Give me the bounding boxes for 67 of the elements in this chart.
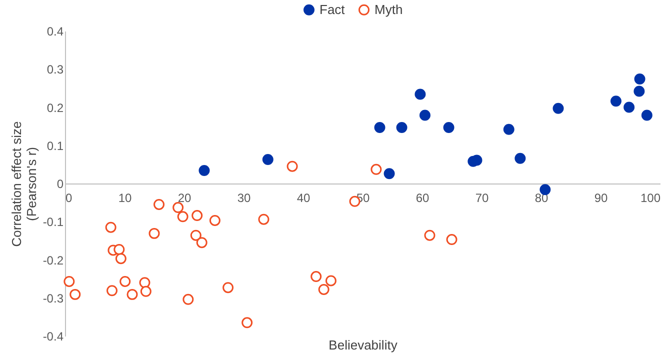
point [114, 244, 125, 255]
point [503, 124, 514, 135]
point [310, 271, 322, 282]
point [552, 102, 564, 114]
point [222, 282, 234, 294]
x-tick-label: 10 [118, 191, 132, 205]
point [384, 168, 395, 180]
point [140, 286, 152, 297]
point [641, 110, 652, 121]
point [370, 164, 382, 175]
point [192, 210, 203, 222]
point [209, 215, 220, 226]
y-tick-label: 0 [56, 177, 64, 191]
y-tick-label: 0.1 [46, 138, 64, 153]
point [172, 202, 184, 213]
point [106, 285, 118, 296]
point [446, 234, 458, 246]
point [70, 288, 81, 300]
point [148, 228, 160, 239]
point [154, 198, 165, 210]
y-tick-label: -0.2 [42, 253, 64, 268]
x-tick-label: 0 [66, 191, 72, 205]
x-tick-label: 70 [475, 191, 489, 205]
point [64, 276, 75, 287]
point [126, 288, 138, 300]
y-tick-label: 0.4 [46, 24, 64, 38]
point [514, 152, 526, 164]
point [634, 74, 646, 85]
y-tick-label: -0.1 [42, 215, 64, 230]
x-axis-title: Believability [328, 338, 398, 352]
x-tick-label: 40 [296, 191, 310, 205]
point [105, 222, 116, 233]
point [325, 275, 336, 286]
point [177, 211, 188, 222]
point [120, 276, 131, 287]
point [190, 230, 202, 241]
point [610, 96, 622, 107]
point [419, 110, 430, 121]
point [396, 122, 408, 133]
point [196, 237, 208, 248]
point [115, 253, 126, 264]
point [443, 122, 454, 133]
point [198, 165, 210, 176]
x-tick-label: 100 [640, 191, 661, 205]
x-tick-label: 60 [416, 191, 430, 205]
point [139, 277, 150, 288]
point [258, 214, 270, 225]
y-tick-label: 0.3 [46, 62, 64, 77]
x-tick-label: 90 [594, 191, 608, 205]
legend-label: Myth [374, 2, 403, 17]
point [182, 294, 194, 305]
point [414, 88, 426, 100]
point [634, 86, 645, 97]
x-tick-label: 20 [178, 191, 192, 205]
point [424, 230, 436, 241]
y-tick-label: -0.3 [42, 291, 64, 306]
point [624, 102, 635, 113]
y-tick-label: -0.4 [42, 330, 64, 344]
point [262, 154, 274, 165]
x-tick-label: 30 [237, 191, 251, 205]
point [242, 317, 253, 328]
legend-label: Fact [320, 2, 346, 17]
point [286, 160, 298, 172]
y-axis-title: Correlation effect size (Pearson's r) [8, 121, 39, 247]
point [374, 122, 386, 133]
y-tick-label: 0.2 [46, 100, 64, 115]
point [318, 284, 330, 295]
